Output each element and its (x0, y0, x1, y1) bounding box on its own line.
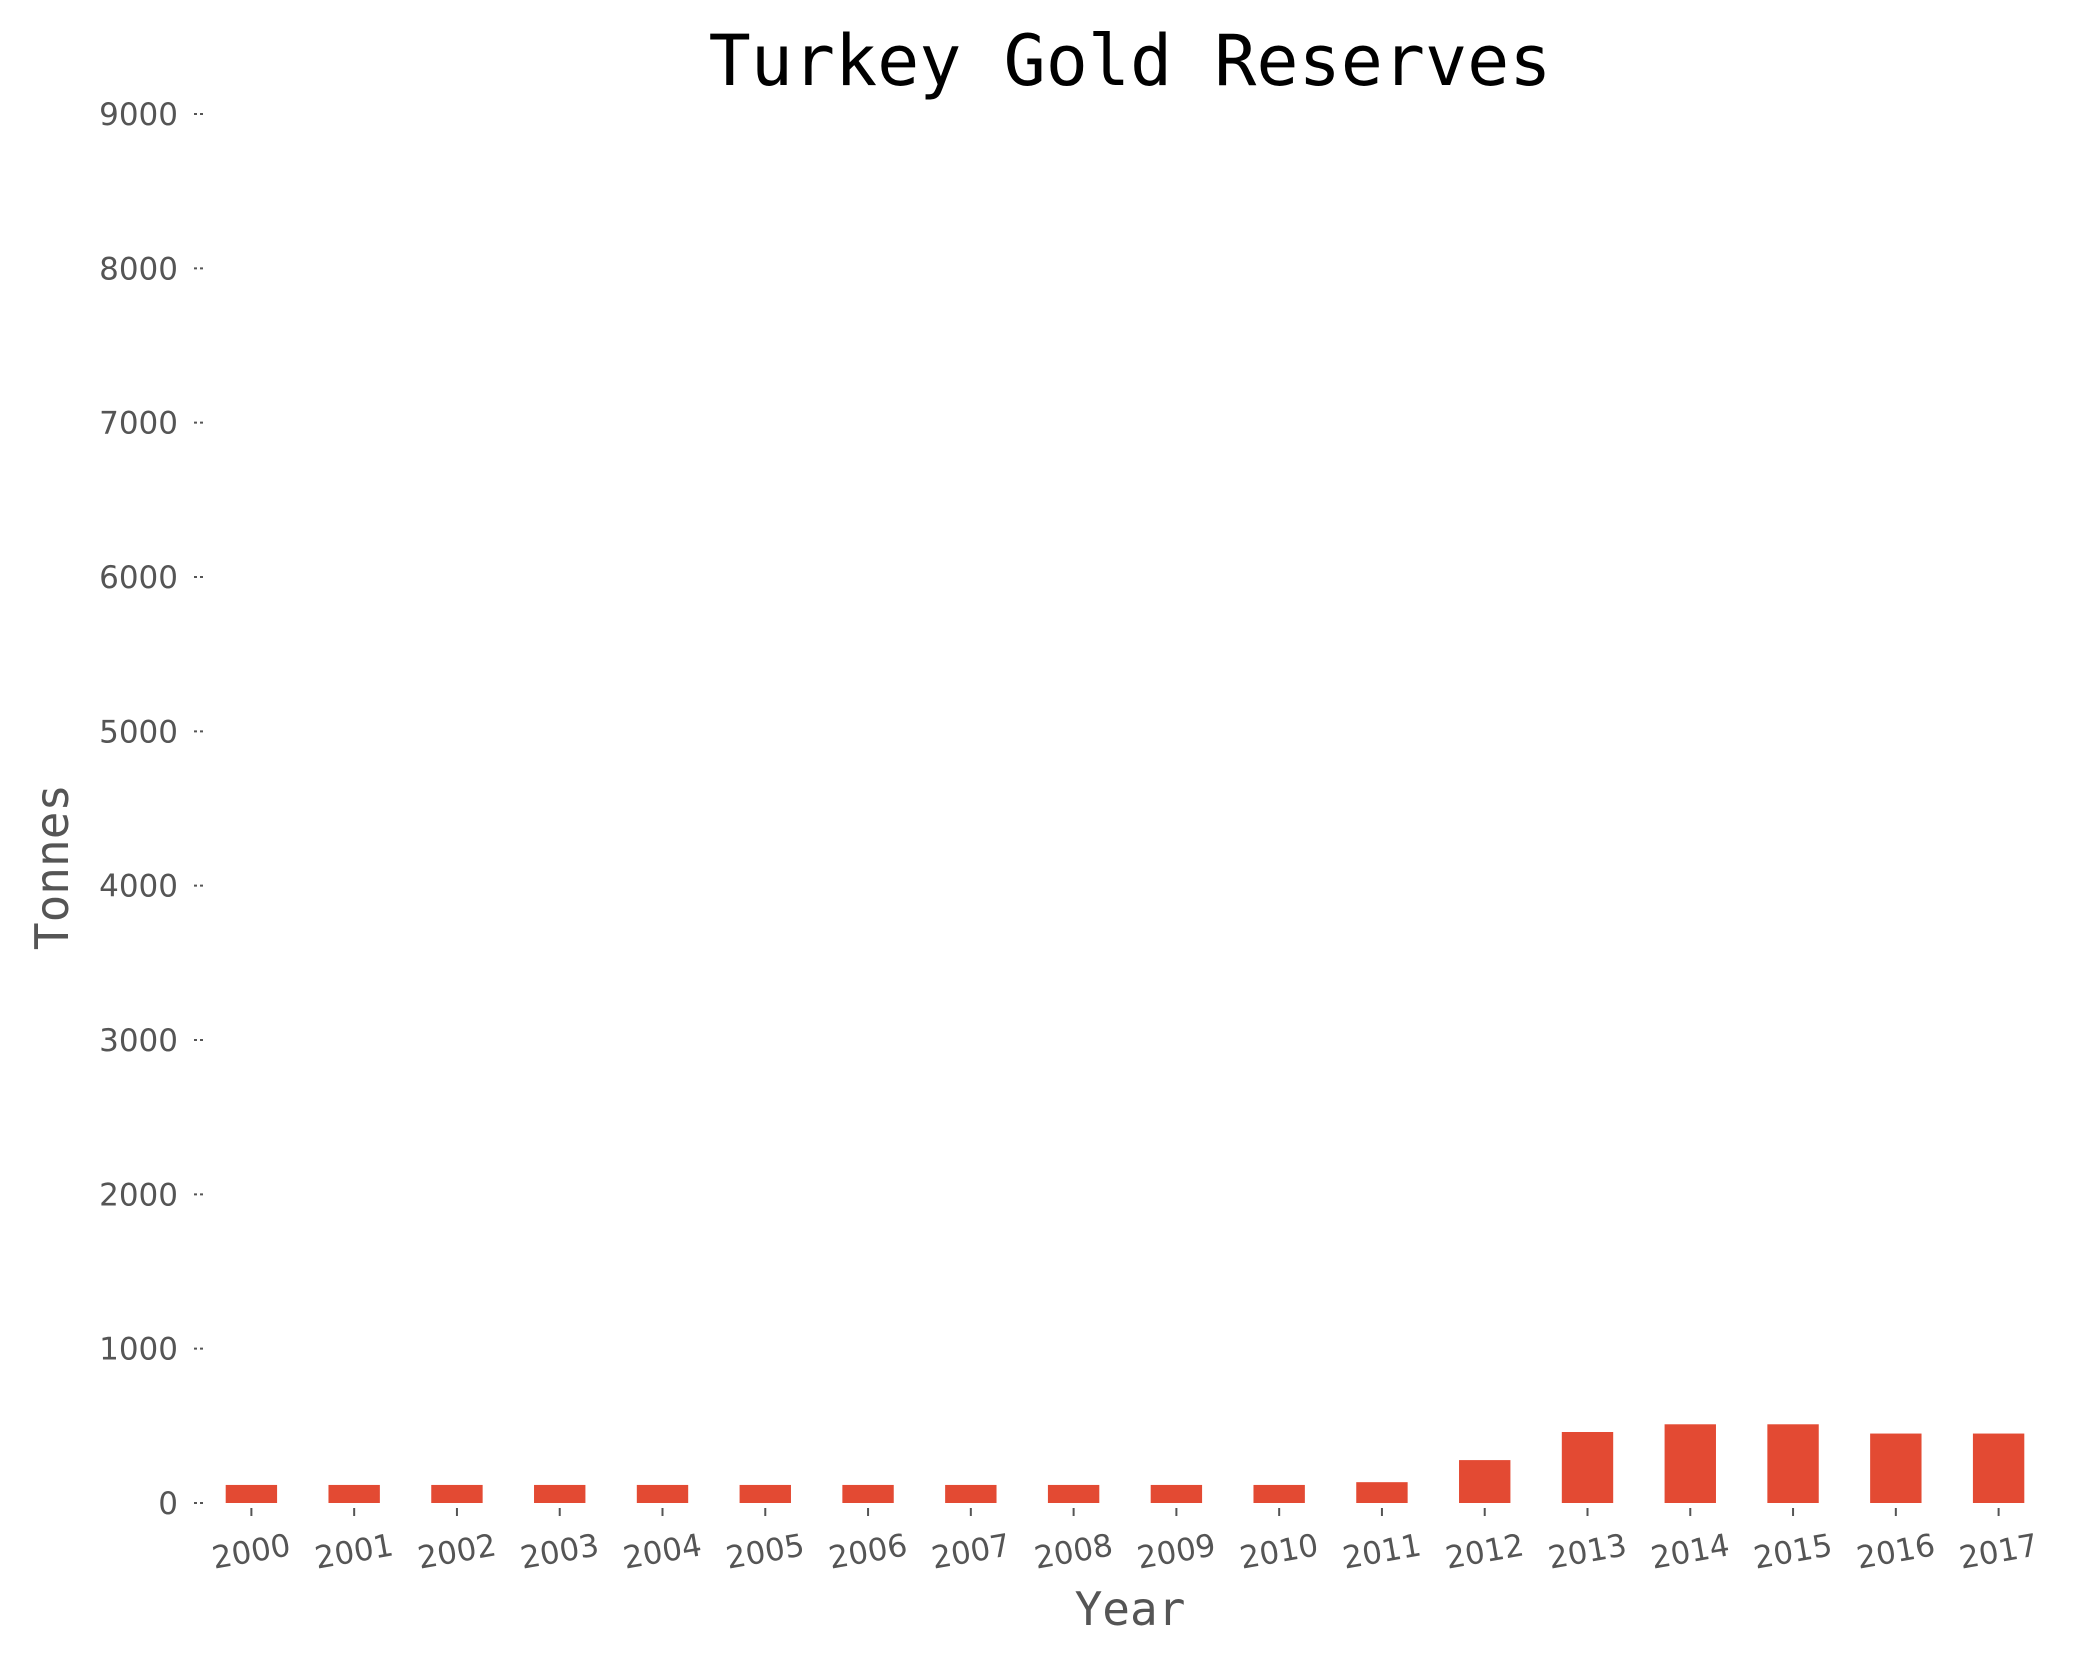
x-tick-label: 2012 (1443, 1527, 1527, 1576)
x-tick-label: 2006 (826, 1527, 910, 1576)
bar-2010 (1253, 1484, 1305, 1503)
bar-2004 (636, 1484, 689, 1503)
x-tick-label: 2005 (723, 1527, 807, 1576)
bar-2001 (328, 1484, 380, 1503)
bar-2012 (1459, 1460, 1511, 1503)
x-tick-label: 2011 (1340, 1527, 1424, 1576)
bar-2013 (1561, 1432, 1614, 1503)
bar-2011 (1356, 1482, 1408, 1503)
bar-2014 (1664, 1424, 1716, 1503)
x-tick-label: 2008 (1032, 1527, 1116, 1576)
y-tick-label: 2000 (99, 1177, 178, 1213)
bar-2003 (534, 1484, 586, 1503)
x-tick-label: 2004 (621, 1527, 705, 1576)
y-tick-label: 5000 (99, 714, 178, 750)
y-tick-label: 9000 (99, 97, 178, 133)
y-tick-label: 3000 (99, 1023, 178, 1059)
x-tick-label: 2016 (1854, 1527, 1938, 1576)
x-axis-label: Year (1075, 1582, 1186, 1636)
y-tick-label: 4000 (99, 869, 178, 905)
bar-2005 (739, 1484, 791, 1503)
y-tick-label: 1000 (99, 1332, 178, 1368)
x-tick-label: 2002 (415, 1527, 499, 1576)
x-tick-label: 2007 (929, 1527, 1013, 1576)
y-tick-label: 7000 (99, 406, 178, 442)
bar-2015 (1767, 1424, 1819, 1503)
bar-2007 (945, 1484, 997, 1503)
y-tick-label: 6000 (99, 560, 178, 596)
x-tick-label: 2013 (1546, 1527, 1630, 1576)
y-tick-label: 0 (158, 1486, 178, 1522)
bars (225, 1424, 2025, 1503)
bar-2017 (1972, 1433, 2025, 1503)
bar-2009 (1150, 1484, 1203, 1503)
y-axis: 0 1000 2000 3000 4000 5000 6000 7000 8000 9000 (99, 97, 206, 1522)
x-tick-label: 2003 (518, 1527, 602, 1576)
x-axis: 2000 2001 2002 2003 2004 2005 2006 2007 2008 2009… (209, 1508, 2041, 1577)
bar-2008 (1047, 1484, 1100, 1503)
bar-2000 (225, 1484, 278, 1503)
x-tick-label: 2010 (1237, 1527, 1321, 1576)
y-axis-label: Tonnes (25, 784, 79, 950)
x-tick-label: 2015 (1751, 1527, 1835, 1576)
bar-2002 (431, 1484, 483, 1503)
bar-2006 (842, 1484, 894, 1503)
x-tick-label: 2009 (1134, 1527, 1218, 1576)
y-tick-label: 8000 (99, 251, 178, 287)
x-tick-label: 2017 (1957, 1527, 2041, 1576)
chart-title: Turkey Gold Reserves (709, 20, 1552, 102)
x-tick-label: 2000 (209, 1527, 293, 1576)
x-tick-label: 2014 (1648, 1527, 1732, 1576)
bar-2016 (1870, 1433, 1922, 1503)
x-tick-label: 2001 (312, 1527, 396, 1576)
